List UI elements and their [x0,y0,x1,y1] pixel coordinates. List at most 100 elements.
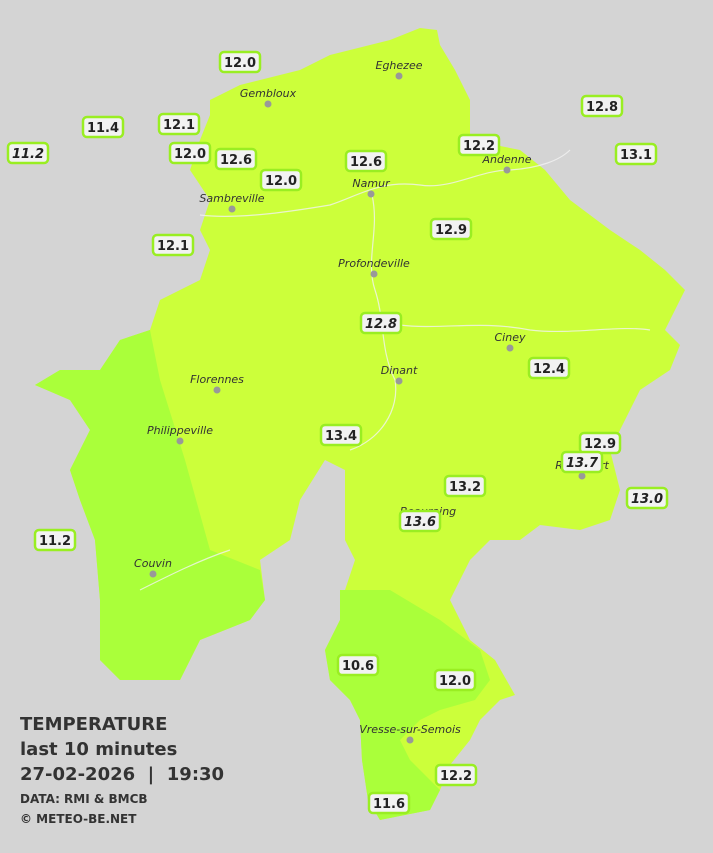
station-value: 13.7 [566,456,599,471]
cooler-zone-west [35,330,265,680]
station: 12.8 [359,311,403,335]
station-box [625,486,669,510]
place-dot [578,472,586,480]
place-label: Dinant [381,364,418,377]
station: 12.8 [580,94,624,118]
station: 12.6 [214,147,258,171]
place-label: Namur [352,177,391,190]
place-dot [264,100,272,108]
place-dot [503,166,511,174]
place-dot [406,736,414,744]
station-value: 11.4 [87,121,119,136]
legend-title: TEMPERATURE [20,714,167,735]
station: 13.1 [614,142,658,166]
station-box [157,112,201,136]
station-value: 12.1 [157,239,189,254]
station: 12.0 [218,50,262,74]
station: 12.0 [259,168,303,192]
station: 13.0 [625,486,669,510]
station: 12.9 [578,431,622,455]
place-label: Philippeville [147,424,213,437]
station-value: 12.0 [224,56,256,71]
station: 12.2 [434,763,478,787]
legend-subtitle: last 10 minutes [20,739,177,760]
station-box [457,133,501,157]
station-value: 13.2 [449,480,481,495]
station-value: 13.6 [404,515,436,530]
station: 12.0 [168,141,212,165]
place-dot [395,377,403,385]
station: 10.6 [336,653,380,677]
station-box [81,115,125,139]
station-box [429,217,473,241]
place-dot [228,205,236,213]
station-value: 12.9 [435,223,467,238]
station-value: 12.9 [584,437,616,452]
station: 13.6 [398,509,442,533]
station-value: 13.0 [631,492,663,507]
station-value: 12.0 [174,147,206,162]
station: 12.1 [157,112,201,136]
place-dot [176,437,184,445]
station-value: 12.8 [586,100,618,115]
place-label: Ciney [495,331,526,344]
station-value: 12.0 [265,174,297,189]
station-box [527,356,571,380]
place-dot [213,386,221,394]
station-box [580,94,624,118]
station: 11.2 [6,141,50,165]
station-box [359,311,403,335]
station-value: 12.6 [220,153,252,168]
station-box [433,668,477,692]
station-box [259,168,303,192]
station-value: 12.6 [350,155,382,170]
station-value: 12.1 [163,118,195,133]
station-box [443,474,487,498]
station: 13.2 [443,474,487,498]
station-box [168,141,212,165]
station-box [434,763,478,787]
place-label: Couvin [134,557,172,570]
station-value: 10.6 [342,659,374,674]
place-label: Profondeville [338,257,410,270]
station: 12.0 [433,668,477,692]
station-box [614,142,658,166]
place-label: Gembloux [240,87,297,100]
station-box [218,50,262,74]
station: 11.2 [33,528,77,552]
station-value: 13.4 [325,429,357,444]
station-value: 11.2 [39,534,71,549]
place-label: Vresse-sur-Semois [359,723,461,736]
station-box [6,141,50,165]
station-box [336,653,380,677]
station-box [214,147,258,171]
place-dot [367,190,375,198]
station-value: 13.1 [620,148,652,163]
station-box [319,423,363,447]
station-value: 11.6 [373,797,405,812]
legend-source: DATA: RMI & BMCB [20,792,148,806]
station-box [560,450,604,474]
place-dot [149,570,157,578]
station-box [33,528,77,552]
station: 11.4 [81,115,125,139]
station-box [398,509,442,533]
legend-copyright: © METEO-BE.NET [20,812,137,826]
place-label: Eghezee [376,59,423,72]
place-dot [395,72,403,80]
place-dot [506,344,514,352]
legend-datetime: 27-02-2026 | 19:30 [20,764,224,785]
station: 13.4 [319,423,363,447]
station: 11.6 [367,791,411,815]
station-value: 12.8 [365,317,397,332]
station-value: 12.0 [439,674,471,689]
station-box [344,149,388,173]
cooler-zone-south [325,590,490,820]
station-box [367,791,411,815]
station-box [151,233,195,257]
station: 12.6 [344,149,388,173]
legend: TEMPERATURE last 10 minutes 27-02-2026 |… [20,714,224,826]
station-value: 12.4 [533,362,565,377]
station-value: 12.2 [440,769,472,784]
